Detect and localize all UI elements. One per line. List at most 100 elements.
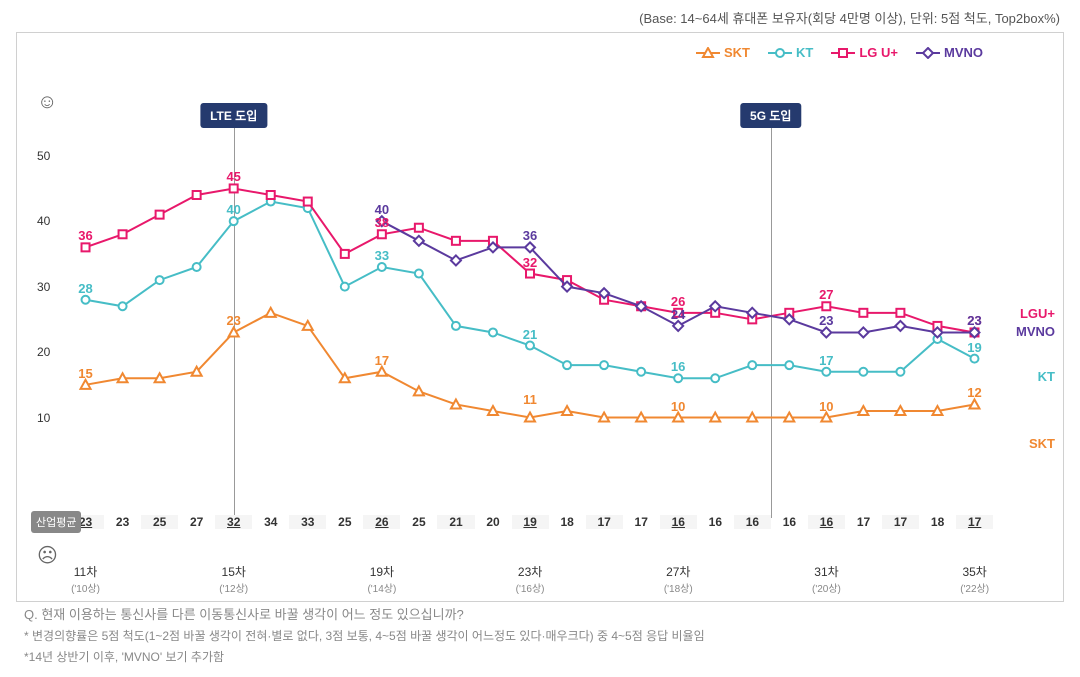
x-tick bbox=[400, 563, 437, 595]
avg-cell: 16 bbox=[771, 515, 808, 529]
point-label: 16 bbox=[671, 359, 685, 374]
point-label: 15 bbox=[78, 366, 92, 381]
point-label: 19 bbox=[967, 340, 981, 355]
x-tick bbox=[178, 563, 215, 595]
x-tick bbox=[326, 563, 363, 595]
point-label: 23 bbox=[967, 313, 981, 328]
y-tick: 40 bbox=[37, 214, 50, 228]
legend-item-kt: KT bbox=[768, 45, 813, 60]
avg-cell: 25 bbox=[400, 515, 437, 529]
series-end-label-kt: KT bbox=[1038, 369, 1055, 384]
x-tick bbox=[475, 563, 512, 595]
x-tick: 31차('20상) bbox=[808, 563, 845, 595]
x-axis: 11차('10상) 15차('12상) 19차('14상) 23차('16상) 27차(… bbox=[67, 563, 993, 595]
avg-cell: 16 bbox=[697, 515, 734, 529]
point-label: 45 bbox=[226, 169, 240, 184]
y-tick: 20 bbox=[37, 345, 50, 359]
avg-cell: 32 bbox=[215, 515, 252, 529]
x-tick: 35차('22상) bbox=[956, 563, 993, 595]
x-tick bbox=[252, 563, 289, 595]
footer-note-1: * 변경의향률은 5점 척도(1~2점 바꿀 생각이 전혀·별로 없다, 3점 … bbox=[24, 626, 705, 646]
point-label: 36 bbox=[78, 228, 92, 243]
avg-cell: 21 bbox=[437, 515, 474, 529]
legend-item-mvno: MVNO bbox=[916, 45, 983, 60]
x-tick bbox=[623, 563, 660, 595]
point-label: 23 bbox=[819, 313, 833, 328]
avg-cell: 27 bbox=[178, 515, 215, 529]
avg-cell: 17 bbox=[586, 515, 623, 529]
point-label: 28 bbox=[78, 281, 92, 296]
chart-frame: SKTKTLG U+MVNO ☺ LTE 도입5G 도입152317111010… bbox=[16, 32, 1064, 602]
avg-cell: 16 bbox=[808, 515, 845, 529]
footer-notes: Q. 현재 이용하는 통신사를 다른 이동통신사로 바꿀 생각이 어느 정도 있… bbox=[24, 604, 705, 667]
point-label: 27 bbox=[819, 287, 833, 302]
point-label: 24 bbox=[671, 307, 685, 322]
happy-face-icon: ☺ bbox=[37, 91, 57, 114]
point-label: 11 bbox=[523, 392, 537, 407]
chart-svg bbox=[67, 93, 993, 513]
point-label: 21 bbox=[523, 327, 537, 342]
y-tick: 10 bbox=[37, 411, 50, 425]
x-tick bbox=[586, 563, 623, 595]
point-label: 10 bbox=[819, 399, 833, 414]
point-label: 17 bbox=[819, 353, 833, 368]
x-tick bbox=[549, 563, 586, 595]
x-tick: 15차('12상) bbox=[215, 563, 252, 595]
x-tick bbox=[734, 563, 771, 595]
point-label: 40 bbox=[375, 202, 389, 217]
avg-cell: 17 bbox=[845, 515, 882, 529]
avg-cell: 18 bbox=[919, 515, 956, 529]
x-tick bbox=[882, 563, 919, 595]
avg-cell: 20 bbox=[475, 515, 512, 529]
y-tick: 50 bbox=[37, 149, 50, 163]
x-tick bbox=[919, 563, 956, 595]
avg-cell: 16 bbox=[660, 515, 697, 529]
avg-cell: 17 bbox=[882, 515, 919, 529]
legend: SKT KT LG U+ MVNO bbox=[696, 45, 983, 60]
x-tick bbox=[289, 563, 326, 595]
avg-cell: 33 bbox=[289, 515, 326, 529]
series-end-label-skt: SKT bbox=[1029, 436, 1055, 451]
point-label: 17 bbox=[375, 353, 389, 368]
chart-plot-area: LTE 도입5G 도입15231711101012SKT284033211617… bbox=[67, 93, 993, 513]
avg-cell: 25 bbox=[326, 515, 363, 529]
x-tick: 11차('10상) bbox=[67, 563, 104, 595]
industry-avg-label: 산업평균 bbox=[31, 511, 81, 533]
x-tick bbox=[845, 563, 882, 595]
x-tick bbox=[771, 563, 808, 595]
point-label: 12 bbox=[967, 385, 981, 400]
footer-question: Q. 현재 이용하는 통신사를 다른 이동통신사로 바꿀 생각이 어느 정도 있… bbox=[24, 604, 705, 626]
point-label: 40 bbox=[226, 202, 240, 217]
point-label: 10 bbox=[671, 399, 685, 414]
avg-cell: 25 bbox=[141, 515, 178, 529]
avg-cell: 16 bbox=[734, 515, 771, 529]
x-tick: 19차('14상) bbox=[363, 563, 400, 595]
x-tick bbox=[104, 563, 141, 595]
avg-cell: 18 bbox=[549, 515, 586, 529]
point-label: 23 bbox=[226, 313, 240, 328]
point-label: 32 bbox=[523, 255, 537, 270]
legend-item-skt: SKT bbox=[696, 45, 750, 60]
x-tick bbox=[697, 563, 734, 595]
avg-cell: 23 bbox=[104, 515, 141, 529]
industry-avg-row: 산업평균 23232527323433252625212019181717161… bbox=[67, 511, 993, 533]
avg-cell: 34 bbox=[252, 515, 289, 529]
avg-cell: 17 bbox=[956, 515, 993, 529]
x-tick: 27차('18상) bbox=[660, 563, 697, 595]
x-tick bbox=[141, 563, 178, 595]
base-caption: (Base: 14~64세 휴대폰 보유자(회당 4만명 이상), 단위: 5점… bbox=[639, 8, 1060, 27]
avg-cell: 19 bbox=[512, 515, 549, 529]
footer-note-2: *14년 상반기 이후, 'MVNO' 보기 추가함 bbox=[24, 647, 705, 667]
point-label: 33 bbox=[375, 248, 389, 263]
x-tick bbox=[437, 563, 474, 595]
legend-item-lgu: LG U+ bbox=[831, 45, 898, 60]
sad-face-icon: ☹ bbox=[37, 543, 58, 568]
series-end-label-lgu: LGU+ bbox=[1020, 306, 1055, 321]
series-end-label-mvno: MVNO bbox=[1016, 324, 1055, 339]
y-tick: 30 bbox=[37, 280, 50, 294]
avg-cell: 26 bbox=[363, 515, 400, 529]
point-label: 36 bbox=[523, 228, 537, 243]
x-tick: 23차('16상) bbox=[512, 563, 549, 595]
point-label: 38 bbox=[375, 215, 389, 230]
avg-cell: 17 bbox=[623, 515, 660, 529]
